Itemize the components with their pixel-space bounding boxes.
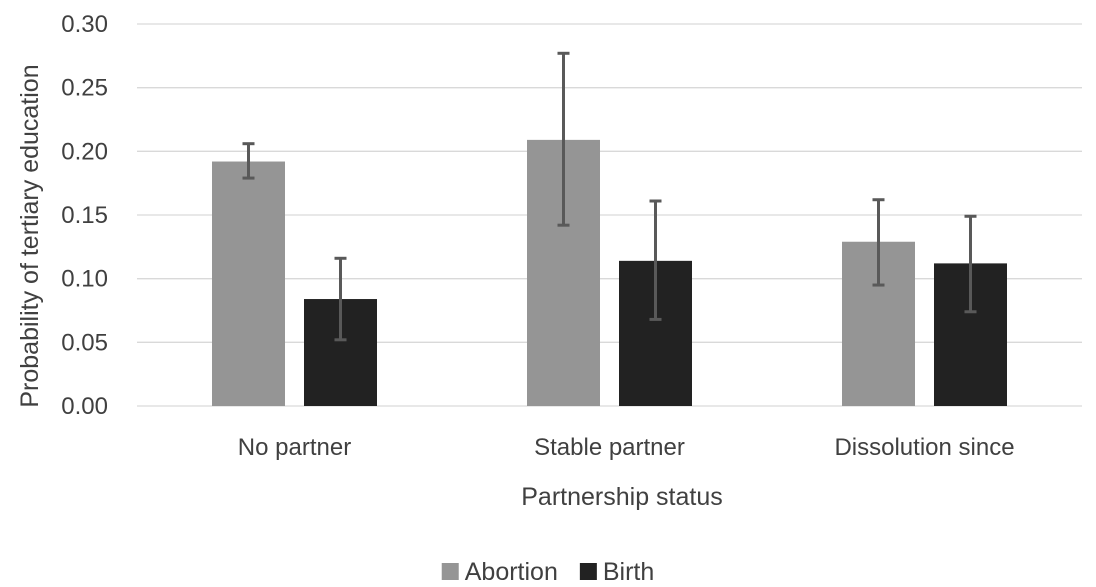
legend: Abortion Birth	[441, 558, 654, 586]
error-bar	[872, 198, 885, 287]
y-tick-label: 0.00	[61, 393, 108, 420]
y-tick-labels: 0.00 0.05 0.10 0.15 0.20 0.25 0.30	[61, 11, 108, 420]
error-bar	[242, 142, 255, 180]
bar-abortion	[212, 161, 285, 406]
x-tick-labels: No partner Stable partner Dissolution sinc…	[238, 434, 1015, 461]
error-bar	[964, 214, 977, 314]
y-tick-label: 0.30	[61, 11, 108, 38]
legend-label: Abortion	[465, 558, 558, 586]
legend-label: Birth	[603, 558, 654, 586]
bars	[212, 139, 1007, 406]
legend-swatch	[441, 563, 459, 580]
y-tick-label: 0.05	[61, 329, 108, 356]
y-tick-label: 0.15	[61, 202, 108, 229]
error-bar	[649, 199, 662, 321]
error-bars	[242, 51, 977, 342]
error-bar	[334, 256, 347, 342]
y-tick-label: 0.10	[61, 266, 108, 293]
y-tick-label: 0.20	[61, 138, 108, 165]
legend-item: Abortion	[441, 558, 558, 586]
y-tick-label: 0.25	[61, 75, 108, 102]
x-tick-label: Stable partner	[534, 434, 685, 461]
legend-item: Birth	[579, 558, 654, 586]
error-bar	[557, 51, 570, 227]
x-axis-title: Partnership status	[521, 483, 723, 511]
x-tick-label: Dissolution since	[834, 434, 1014, 461]
gridlines	[137, 23, 1082, 407]
x-tick-label: No partner	[238, 434, 351, 461]
legend-swatch	[579, 563, 597, 580]
y-axis-title: Probability of tertiary education	[16, 64, 44, 407]
